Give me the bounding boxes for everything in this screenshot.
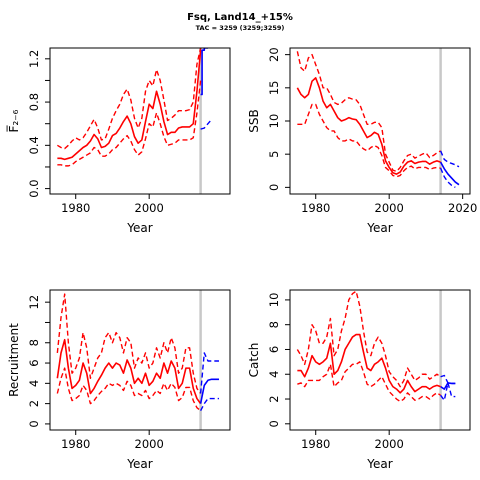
fbar-series-projection-lower (200, 118, 213, 130)
ssb-ytick-label-4: 20 (267, 47, 281, 62)
catch-axes-frame (289, 289, 471, 431)
ssb-xtick-label-0: 1980 (301, 201, 330, 215)
catch-ytick-label-1: 2 (267, 395, 281, 402)
ssb-xtick-label-2: 2020 (448, 201, 477, 215)
catch-xtick-label-1: 2000 (375, 437, 404, 451)
ssb-series-projection-median (439, 161, 460, 186)
catch-ytick-label-0: 0 (267, 420, 281, 427)
panel-recruitment: 1980 2000 0 2 4 6 8 12 Year Recruitment (7, 289, 231, 471)
recruitment-ytick-label-1: 2 (27, 400, 41, 407)
panel-ssb: 1980 2000 2020 0 5 10 15 20 Year SSB (247, 47, 477, 235)
ssb-ytick-label-0: 0 (267, 184, 281, 191)
fbar-series-projection-median (200, 48, 208, 96)
recruitment-ytick-label-4: 8 (27, 339, 41, 346)
fbar-ytick-label-4: 0.8 (27, 93, 41, 111)
ssb-xlabel: Year (366, 221, 392, 235)
recruitment-series-historic-lower (56, 367, 202, 412)
figure-subtitle: TAC = 3259 (3259;3259) (196, 24, 285, 32)
recruitment-ytick-label-3: 6 (27, 359, 41, 366)
fbar-xtick-label-1: 2000 (135, 201, 164, 215)
ssb-series-historic-median (296, 77, 441, 175)
recruitment-xtick-label-0: 1980 (61, 437, 90, 451)
ssb-ytick-label-1: 5 (267, 151, 281, 158)
recruitment-series-projection-median (199, 378, 219, 404)
panel-catch: 1980 2000 0 2 4 6 8 10 Year Catch (247, 289, 471, 471)
catch-ytick-label-3: 6 (267, 346, 281, 353)
recruitment-series-historic-median (56, 338, 202, 405)
fbar-series-historic-lower (57, 80, 202, 167)
figure-title: Fsq, Land14_+15% (187, 12, 293, 23)
fbar-ytick-label-6: 1.2 (27, 50, 41, 68)
recruitment-xlabel: Year (126, 457, 152, 471)
recruitment-series-historic-upper (56, 293, 202, 394)
catch-ytick-label-2: 4 (267, 371, 281, 378)
ssb-xtick-label-1: 2000 (375, 201, 404, 215)
recruitment-ytick-label-6: 12 (27, 295, 41, 310)
fbar-xtick-label-0: 1980 (61, 201, 90, 215)
fbar-series-historic-median (57, 50, 202, 161)
catch-xlabel: Year (366, 457, 392, 471)
recruitment-xtick-label-1: 2000 (135, 437, 164, 451)
recruitment-series-projection-lower (199, 397, 219, 412)
panel-fbar: 1980 2000 0.0 0.4 0.8 1.2 Year F̅₂₋₆ (6, 47, 231, 235)
catch-ytick-label-4: 8 (267, 321, 281, 328)
recruitment-ylabel: Recruitment (7, 323, 21, 397)
ssb-ylabel: SSB (247, 109, 261, 132)
catch-series-historic-upper (296, 290, 442, 388)
fbar-xlabel: Year (126, 221, 152, 235)
catch-xtick-label-0: 1980 (301, 437, 330, 451)
fbar-ytick-label-0: 0.0 (27, 179, 41, 197)
recruitment-ytick-label-2: 4 (27, 380, 41, 387)
catch-series-historic-median (297, 333, 441, 394)
fbar-ytick-label-2: 0.4 (27, 136, 41, 154)
recruitment-series-projection-upper (199, 352, 219, 394)
catch-series-projection-lower (440, 382, 456, 401)
fbar-axes-frame (49, 47, 231, 195)
fbar-ylabel: F̅₂₋₆ (6, 109, 21, 132)
catch-ylabel: Catch (247, 343, 261, 378)
catch-ytick-label-5: 10 (267, 293, 281, 308)
ssb-series-historic-lower (297, 103, 441, 178)
recruitment-axes-frame (49, 289, 231, 431)
catch-series-projection-upper (440, 374, 456, 385)
fbar-series-historic-upper (56, 48, 202, 150)
ssb-ytick-label-3: 15 (267, 80, 281, 95)
recruitment-ytick-label-0: 0 (27, 420, 41, 427)
ssb-ytick-label-2: 10 (267, 114, 281, 129)
ssb-series-historic-upper (296, 51, 441, 173)
